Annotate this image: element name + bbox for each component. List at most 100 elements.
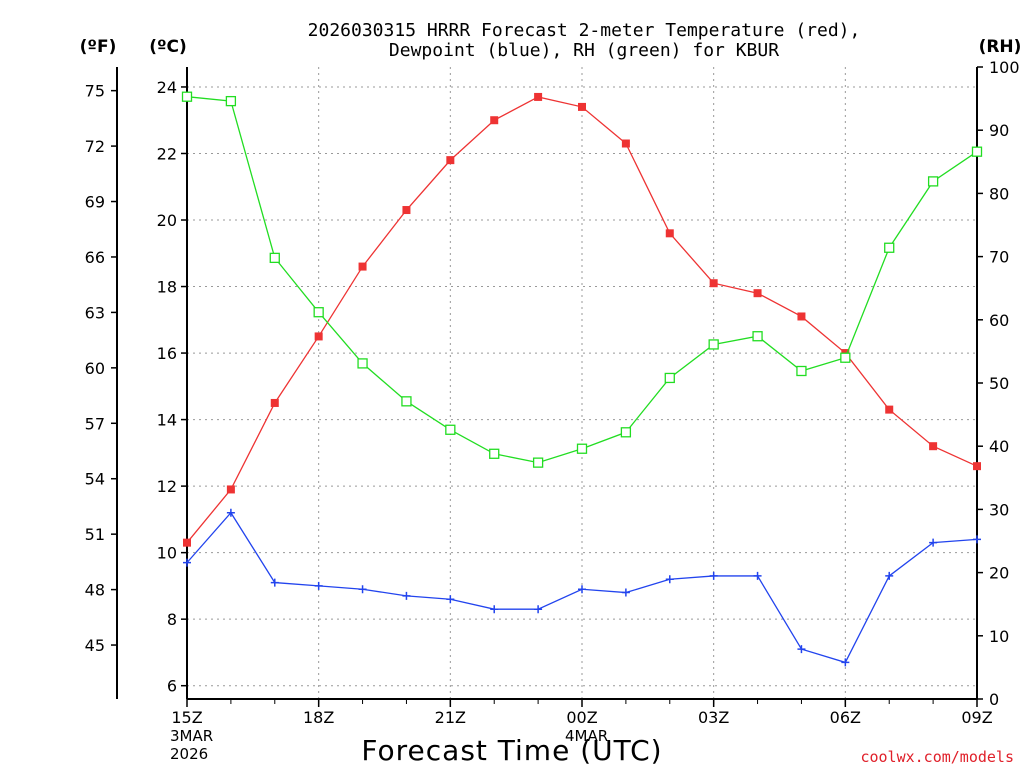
data-point bbox=[752, 331, 763, 342]
chart-title-line1: 2026030315 HRRR Forecast 2-meter Tempera… bbox=[308, 20, 861, 41]
axes bbox=[116, 67, 978, 700]
data-point bbox=[709, 279, 718, 288]
data-point bbox=[270, 398, 279, 407]
fahrenheit-tick-label: 51 bbox=[85, 525, 105, 544]
credit-link[interactable]: coolwx.com/models bbox=[860, 748, 1014, 766]
celsius-unit-label: (ºC) bbox=[149, 37, 187, 57]
data-point bbox=[446, 595, 455, 604]
data-point bbox=[973, 535, 981, 544]
fahrenheit-tick-label: 45 bbox=[85, 636, 105, 655]
celsius-tick-label: 18 bbox=[157, 278, 177, 297]
x-tick-label: 15Z bbox=[171, 708, 202, 727]
celsius-tick-label: 12 bbox=[157, 477, 177, 496]
chart-title-line2: Dewpoint (blue), RH (green) for KBUR bbox=[389, 40, 779, 61]
data-point bbox=[489, 448, 500, 459]
data-point bbox=[534, 605, 543, 614]
rh-tick-label: 90 bbox=[989, 121, 1009, 140]
celsius-tick-label: 10 bbox=[157, 544, 177, 563]
series-dewpoint bbox=[183, 508, 981, 667]
data-point bbox=[708, 339, 719, 350]
data-point bbox=[532, 457, 544, 468]
data-point bbox=[226, 508, 235, 517]
data-point bbox=[665, 575, 674, 584]
rh-tick-label: 100 bbox=[989, 58, 1020, 77]
data-point bbox=[183, 538, 191, 547]
data-point bbox=[665, 229, 674, 238]
celsius-tick-label: 6 bbox=[167, 677, 177, 696]
x-tick-label: 03Z bbox=[698, 708, 729, 727]
data-point bbox=[358, 585, 367, 594]
rh-tick-label: 70 bbox=[989, 248, 1009, 267]
data-point bbox=[973, 462, 981, 471]
rh-tick-label: 60 bbox=[989, 311, 1009, 330]
data-point bbox=[578, 102, 586, 111]
data-point bbox=[885, 405, 894, 414]
x-tick-label: 06Z bbox=[830, 708, 861, 727]
x-tick-label: 18Z bbox=[303, 708, 334, 727]
data-point bbox=[181, 91, 193, 102]
data-point bbox=[664, 372, 675, 384]
fahrenheit-tick-label: 57 bbox=[85, 414, 105, 433]
data-point bbox=[885, 571, 894, 580]
data-point bbox=[840, 352, 851, 363]
fahrenheit-tick-label: 66 bbox=[85, 248, 105, 267]
celsius-tick-label: 14 bbox=[157, 411, 177, 430]
data-point bbox=[445, 424, 456, 435]
data-point bbox=[841, 658, 850, 667]
data-point bbox=[884, 242, 895, 253]
grid-lines bbox=[187, 67, 977, 699]
data-point bbox=[621, 588, 630, 597]
fahrenheit-tick-label: 48 bbox=[85, 581, 105, 600]
data-point bbox=[402, 591, 411, 600]
fahrenheit-tick-label: 60 bbox=[85, 359, 105, 378]
data-point bbox=[929, 442, 938, 451]
x-tick-label: 21Z bbox=[435, 708, 466, 727]
data-point bbox=[927, 176, 939, 187]
fahrenheit-tick-label: 63 bbox=[85, 303, 105, 322]
data-point bbox=[402, 206, 411, 215]
data-point bbox=[753, 571, 762, 580]
rh-tick-label: 10 bbox=[989, 627, 1009, 646]
x-date-label: 4MAR bbox=[565, 727, 608, 745]
series-rh bbox=[181, 91, 983, 468]
data-point bbox=[797, 312, 806, 321]
data-point bbox=[576, 443, 588, 454]
fahrenheit-tick-label: 69 bbox=[85, 193, 105, 212]
data-point bbox=[929, 538, 938, 547]
data-point bbox=[269, 252, 280, 264]
celsius-tick-label: 8 bbox=[167, 610, 177, 629]
data-point bbox=[226, 485, 235, 494]
rh-tick-label: 0 bbox=[989, 690, 999, 709]
data-point bbox=[183, 558, 191, 567]
fahrenheit-tick-label: 54 bbox=[85, 470, 105, 489]
data-point bbox=[314, 581, 323, 590]
data-point bbox=[753, 289, 762, 298]
fahrenheit-tick-label: 72 bbox=[85, 137, 105, 156]
data-point bbox=[534, 92, 543, 101]
data-point bbox=[357, 358, 368, 369]
x-tick-label: 00Z bbox=[566, 708, 597, 727]
data-point bbox=[620, 427, 632, 438]
x-axis-label: Forecast Time (UTC) bbox=[361, 734, 662, 767]
x-year-label: 2026 bbox=[170, 745, 208, 763]
data-point bbox=[578, 585, 586, 594]
data-point bbox=[225, 95, 237, 107]
data-point bbox=[621, 139, 630, 148]
fahrenheit-tick-label: 75 bbox=[85, 82, 105, 101]
celsius-tick-label: 16 bbox=[157, 344, 177, 363]
data-point bbox=[971, 146, 983, 157]
data-point bbox=[270, 578, 279, 587]
fahrenheit-unit-label: (ºF) bbox=[80, 37, 117, 57]
x-date-label: 3MAR bbox=[170, 727, 213, 745]
rh-unit-label: (RH) bbox=[979, 37, 1022, 57]
rh-tick-label: 40 bbox=[989, 437, 1009, 456]
rh-tick-label: 80 bbox=[989, 184, 1009, 203]
celsius-tick-label: 22 bbox=[157, 144, 177, 163]
data-point bbox=[313, 307, 324, 318]
rh-tick-label: 30 bbox=[989, 500, 1009, 519]
celsius-tick-label: 20 bbox=[157, 211, 177, 230]
data-point bbox=[490, 116, 499, 125]
rh-tick-label: 50 bbox=[989, 374, 1009, 393]
